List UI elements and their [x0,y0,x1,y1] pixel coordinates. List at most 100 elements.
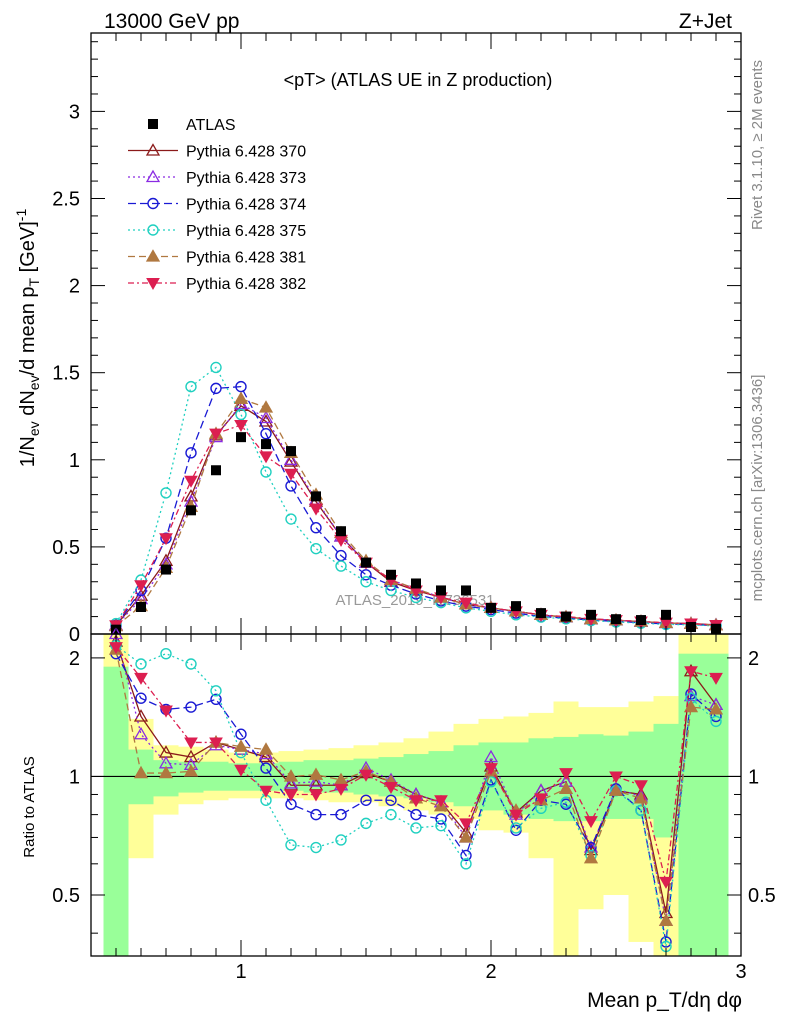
ratio-series-point [583,850,599,864]
x-axis-title: Mean p_T/dη dφ [587,989,742,1012]
legend-label: Pythia 6.428 374 [186,197,306,214]
main-series-point [309,503,323,516]
ratio-tick-label: 0.5 [52,885,80,907]
mcplots-note: mcplots.cern.ch [arXiv:1306.3436] [749,375,766,602]
ratio-series-point [683,699,699,713]
chart-title: <pT> (ATLAS UE in Z production) [284,70,553,90]
x-tick-label: 2 [485,961,496,983]
ratio-tick-label: 1 [69,766,80,788]
ratio-band-green [103,666,129,956]
data-point [511,601,521,612]
main-series-point [235,408,247,421]
ratio-series-point [133,709,149,722]
legend-label: Pythia 6.428 370 [186,144,306,161]
main-series-point [284,468,298,481]
data-point [436,585,446,596]
data-point [311,491,321,502]
ratio-series-point [434,795,448,808]
ratio-series-point [234,764,248,777]
legend-marker [145,143,161,156]
ratio-series-point [133,726,149,740]
data-point [361,557,371,568]
main-series-point [258,410,274,424]
ratio-series-point [285,839,297,851]
data-point [461,585,471,596]
ratio-series-point [134,672,148,685]
ratio-band-green [653,723,679,838]
x-tick-label: 3 [735,961,746,983]
ratio-series-point [284,789,298,802]
ratio-series-point [283,776,299,789]
ratio-series-point [359,769,373,782]
main-series-point [285,513,297,525]
ratio-series-point [183,749,199,763]
ratio-series-point [310,808,322,821]
ratio-series-point [410,822,422,834]
ratio-tick-label-right: 1 [748,766,759,788]
data-point [136,601,146,612]
legend-label: Pythia 6.428 381 [186,250,306,267]
main-series-point [360,576,372,588]
ratio-series-point [385,794,397,806]
main-series-point [285,480,297,492]
ratio-series-point [534,793,548,806]
main-series-point [234,419,248,432]
ratio-series-point [259,785,273,798]
data-point [161,564,171,575]
data-point [336,526,346,537]
main-series-point [185,447,197,459]
ratio-series-point [659,876,673,889]
data-point [211,465,221,476]
ratio-series-point [184,737,198,750]
rivet-note: Rivet 3.1.10, ≥ 2M events [749,60,766,230]
main-series-point [310,522,322,534]
y-tick-label: 3 [69,101,80,123]
data-point [261,439,271,450]
y-tick-label: 1.5 [52,363,80,385]
y-tick-label: 0.5 [52,537,80,559]
ratio-series-point [685,688,697,700]
ratio-series-point [335,834,347,846]
y-tick-label: 2 [69,276,80,298]
data-point [186,505,196,516]
ratio-band-green [578,734,604,822]
header-left-label: 13000 GeV pp [104,10,239,33]
legend-label: ATLAS [186,117,236,134]
axis-tick-labels: 0 0.5 1 1.5 2 2.5 3 1 2 3 0.5 0.5 1 1 2 2 [52,101,776,983]
main-series-point [260,466,272,478]
ratio-series-point [509,809,523,822]
ratio-tick-label: 2 [69,648,80,670]
ratio-series-point [310,841,322,854]
ratio-series-point [435,819,447,832]
legend-marker [146,278,160,291]
legend-label: Pythia 6.428 375 [186,223,306,240]
data-point [536,608,546,619]
ratio-series-point [235,728,247,740]
ratio-series-point [210,685,222,697]
ratio-series-point [159,705,173,718]
ratio-series-point [308,767,324,780]
main-series-point [258,400,274,413]
ratio-band-green [503,742,529,815]
ratio-band-green [528,738,554,819]
ratio-series-point [309,789,323,802]
main-series-point [209,428,223,441]
ratio-series-point [109,642,123,655]
analysis-watermark: ATLAS_2019_I1736531 [335,592,494,609]
ratio-axis-title: Ratio to ATLAS [21,756,38,857]
main-series-point [159,533,173,546]
data-point [586,609,596,620]
ratio-series-point [584,816,598,829]
data-point [561,611,571,622]
header-right-label: Z+Jet [679,10,732,33]
ratio-series-point [635,804,647,817]
ratio-series-point [360,794,372,806]
ratio-series-point [658,913,674,926]
y-axis-title: 1/Nev dNev/d mean pT [GeV]-1 [13,209,42,468]
ratio-series-point [559,768,573,781]
main-series-point [134,580,148,593]
ratio-series-point [185,658,197,670]
ratio-series-point [458,830,474,843]
ratio-series-point [385,808,397,821]
